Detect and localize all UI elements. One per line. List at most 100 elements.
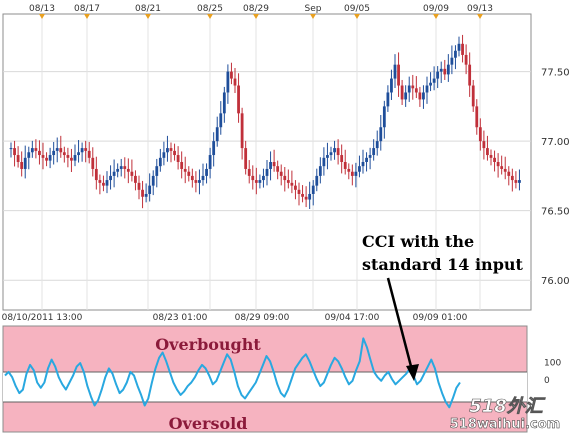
candle-body [77, 152, 80, 156]
top-date-label: 08/13 [29, 4, 55, 14]
candle-body [372, 148, 376, 156]
watermark-logo: 518外汇 [469, 396, 546, 417]
candle-body [425, 85, 429, 93]
candle-body [347, 168, 351, 172]
candle-body [489, 155, 493, 158]
candle-body [290, 182, 294, 186]
candle-body [283, 175, 287, 181]
candle-body [20, 162, 24, 169]
candle-body [158, 157, 162, 167]
candle-body [414, 88, 418, 93]
candle-body [397, 64, 400, 86]
candle-body [482, 141, 486, 149]
candle-body [254, 180, 258, 183]
candle-body [244, 148, 248, 169]
top-date-label: 09/13 [467, 4, 493, 14]
top-date-label: 09/05 [344, 4, 370, 14]
candle-body [514, 180, 518, 183]
candle-body [109, 175, 112, 181]
candle-body [418, 92, 422, 100]
candle-body [130, 171, 134, 176]
top-date-label: 09/09 [423, 4, 449, 14]
candle-body [41, 155, 45, 158]
candle-body [134, 175, 137, 183]
cci-tick-label: 100 [544, 358, 561, 368]
candle-body [343, 162, 347, 169]
candle-body [262, 175, 265, 181]
candle-body [144, 193, 148, 197]
top-date-label: 08/17 [74, 4, 100, 14]
candle-body [9, 148, 13, 150]
cci-series-line [4, 337, 461, 409]
candle-body [198, 180, 201, 183]
candle-body [308, 193, 312, 200]
candle-body [27, 152, 31, 158]
candle-body [336, 148, 340, 156]
candle-body [148, 185, 152, 194]
candle-body [208, 155, 212, 169]
candle-body [400, 85, 404, 100]
candle-body [190, 175, 194, 181]
cci-callout: CCI with the standard 14 input [362, 232, 524, 381]
candle-body [141, 189, 144, 197]
candle-body [23, 157, 27, 169]
date-marker [354, 14, 360, 19]
cci-indicator-pane: 100 0 Overbought Oversold [2, 325, 561, 433]
candle-body [91, 157, 95, 169]
candle-body [443, 68, 447, 75]
candle-body [478, 127, 482, 142]
candle-body [180, 162, 184, 169]
candle-body [301, 193, 304, 197]
candle-body [493, 157, 496, 162]
candle-body [137, 182, 141, 190]
date-marker [253, 14, 259, 19]
candle-body [16, 155, 20, 162]
candle-body [112, 171, 116, 176]
candle-body [219, 113, 223, 128]
candle-body [429, 82, 432, 86]
candle-body [379, 127, 383, 142]
candle-body [390, 78, 393, 93]
price-chart-pane: 76.00 76.50 77.00 77.50 08/13 08/17 08/21 08/2… [2, 4, 570, 323]
candle-body [368, 155, 372, 158]
candle-body [361, 162, 365, 167]
candle-body [70, 157, 73, 161]
candle-body [518, 180, 521, 183]
candle-body [333, 148, 336, 153]
candle-body [38, 150, 41, 156]
candle-body [102, 182, 105, 186]
callout-arrow-shaft [386, 277, 415, 375]
candle-body [126, 168, 130, 172]
candle-body [34, 148, 38, 151]
candle-body [382, 106, 386, 128]
candle-body [454, 50, 457, 58]
candle-body [233, 78, 237, 86]
date-marker [433, 14, 439, 19]
candle-body [222, 92, 226, 114]
candle-body [446, 64, 450, 75]
top-date-label: 08/29 [243, 4, 269, 14]
candle-body [457, 43, 461, 51]
candle-body [365, 157, 368, 162]
bottom-date-label: 08/29 09:00 [235, 313, 290, 323]
candle-body [322, 157, 326, 167]
candle-body [386, 92, 390, 107]
price-tick-label: 77.00 [541, 137, 570, 148]
candle-body [119, 166, 123, 169]
candle-body [464, 54, 468, 65]
candle-body [187, 171, 191, 176]
candle-body [240, 113, 244, 149]
candle-body [286, 180, 290, 183]
candle-body [422, 92, 425, 100]
candle-body [176, 155, 180, 162]
candle-body [162, 152, 166, 158]
candle-body [45, 157, 48, 161]
candle-body [226, 71, 230, 93]
date-marker [310, 14, 316, 19]
candle-body [272, 162, 276, 167]
candle-body [194, 180, 198, 183]
candle-body [340, 155, 344, 162]
candle-body [173, 150, 176, 156]
